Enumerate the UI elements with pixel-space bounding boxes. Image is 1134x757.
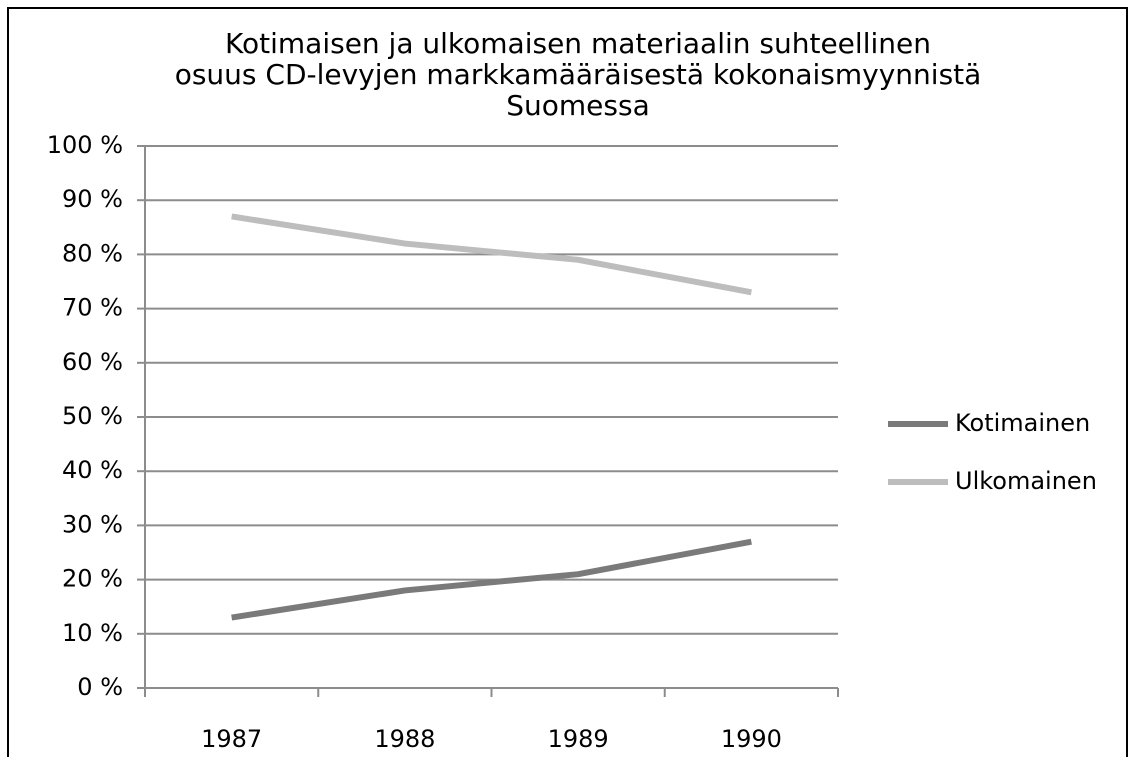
x-tick-label: 1989 [548, 725, 609, 753]
chart-title: osuus CD-levyjen markkamääräisestä kokon… [175, 58, 982, 91]
y-tick-label: 10 % [62, 619, 123, 647]
chart-frame [7, 7, 1128, 757]
chart-title: Suomessa [506, 89, 650, 122]
y-tick-label: 60 % [62, 348, 123, 376]
legend-label: Ulkomainen [955, 467, 1097, 495]
x-tick-label: 1988 [374, 725, 435, 753]
y-tick-label: 70 % [62, 294, 123, 322]
x-tick-label: 1990 [721, 725, 782, 753]
chart-title: Kotimaisen ja ulkomaisen materiaalin suh… [225, 27, 931, 60]
series-line [231, 213, 752, 296]
y-tick-label: 20 % [62, 565, 123, 593]
y-tick-label: 100 % [47, 131, 123, 159]
y-tick-label: 30 % [62, 510, 123, 538]
y-tick-label: 90 % [62, 185, 123, 213]
legend-label: Kotimainen [955, 409, 1090, 437]
series-line [231, 538, 752, 621]
y-tick-label: 50 % [62, 402, 123, 430]
y-tick-label: 80 % [62, 239, 123, 267]
y-tick-label: 40 % [62, 456, 123, 484]
x-tick-label: 1987 [201, 725, 262, 753]
y-tick-label: 0 % [77, 673, 123, 701]
